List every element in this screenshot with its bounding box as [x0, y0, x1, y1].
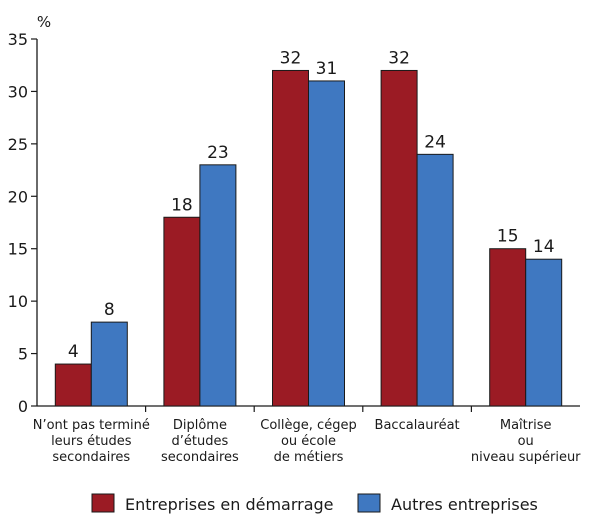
y-tick-label: 0 [18, 397, 28, 416]
data-labels: 4 8 18 23 32 31 32 24 15 14 [68, 48, 555, 362]
x-category-label: Baccalauréat [375, 418, 460, 433]
x-category-label: N’ont pas terminé leurs études secondaires [33, 418, 150, 465]
data-label: 24 [424, 132, 446, 152]
data-label: 4 [68, 342, 79, 362]
data-label: 32 [388, 48, 410, 68]
bar-startups-4 [489, 248, 527, 407]
y-tick-label: 35 [8, 30, 28, 49]
bar-other-3 [416, 153, 454, 407]
legend-swatch-other [357, 493, 381, 513]
bars [54, 69, 563, 407]
y-tick-label: 25 [8, 135, 28, 154]
legend-swatch-startups [91, 493, 115, 513]
bar-startups-3 [380, 69, 418, 407]
data-label: 18 [171, 195, 193, 215]
category-labels: N’ont pas terminé leurs études secondaires… [33, 418, 581, 465]
y-tick-label: 5 [18, 345, 28, 364]
y-tick-label: 20 [8, 187, 28, 206]
bar-startups-0 [54, 363, 92, 407]
y-axis-unit-label: % [37, 13, 51, 31]
data-label: 8 [104, 300, 115, 320]
legend: Entreprises en démarrage Autres entrepris… [91, 493, 538, 514]
x-category-label: Diplôme d’études secondaires [161, 418, 239, 465]
data-label: 23 [207, 143, 229, 163]
y-tick-label: 10 [8, 292, 28, 311]
data-label: 32 [280, 48, 302, 68]
bar-other-1 [199, 164, 237, 407]
y-tick-label: 15 [8, 240, 28, 259]
bar-other-2 [308, 80, 345, 407]
data-label: 31 [316, 59, 338, 79]
legend-label-other: Autres entreprises [391, 495, 538, 514]
bar-startups-1 [163, 216, 201, 407]
y-tick-label: 30 [8, 82, 28, 101]
x-category-label: Collège, cégep ou école de métiers [260, 418, 356, 465]
bar-other-4 [525, 258, 563, 407]
bar-other-0 [90, 321, 128, 407]
data-label: 15 [497, 227, 519, 247]
data-label: 14 [533, 237, 555, 257]
bar-startups-2 [272, 69, 309, 407]
x-category-label: Maîtrise ou niveau supérieur [471, 418, 581, 465]
legend-label-startups: Entreprises en démarrage [125, 495, 334, 514]
